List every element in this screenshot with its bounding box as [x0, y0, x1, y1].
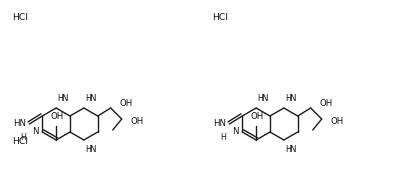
Text: H: H — [257, 94, 262, 103]
Text: HN: HN — [213, 119, 226, 128]
Text: OH: OH — [330, 117, 343, 126]
Text: HN: HN — [13, 119, 26, 128]
Text: OH: OH — [130, 117, 144, 126]
Text: H: H — [284, 145, 290, 154]
Text: N: N — [32, 128, 38, 137]
Text: N: N — [231, 128, 238, 137]
Text: N: N — [288, 145, 295, 154]
Text: N: N — [288, 94, 295, 103]
Text: H: H — [57, 94, 63, 103]
Text: N: N — [89, 94, 95, 103]
Text: HCl: HCl — [211, 14, 227, 23]
Text: OH: OH — [319, 100, 332, 109]
Text: N: N — [261, 94, 267, 103]
Text: H: H — [220, 133, 226, 142]
Text: OH: OH — [51, 112, 64, 121]
Text: H: H — [85, 145, 91, 154]
Text: HCl: HCl — [12, 14, 28, 23]
Text: N: N — [89, 145, 95, 154]
Text: OH: OH — [119, 100, 133, 109]
Text: H: H — [20, 133, 26, 142]
Text: N: N — [61, 94, 67, 103]
Text: HCl: HCl — [12, 137, 28, 147]
Text: OH: OH — [250, 112, 263, 121]
Text: H: H — [284, 94, 290, 103]
Text: H: H — [85, 94, 91, 103]
